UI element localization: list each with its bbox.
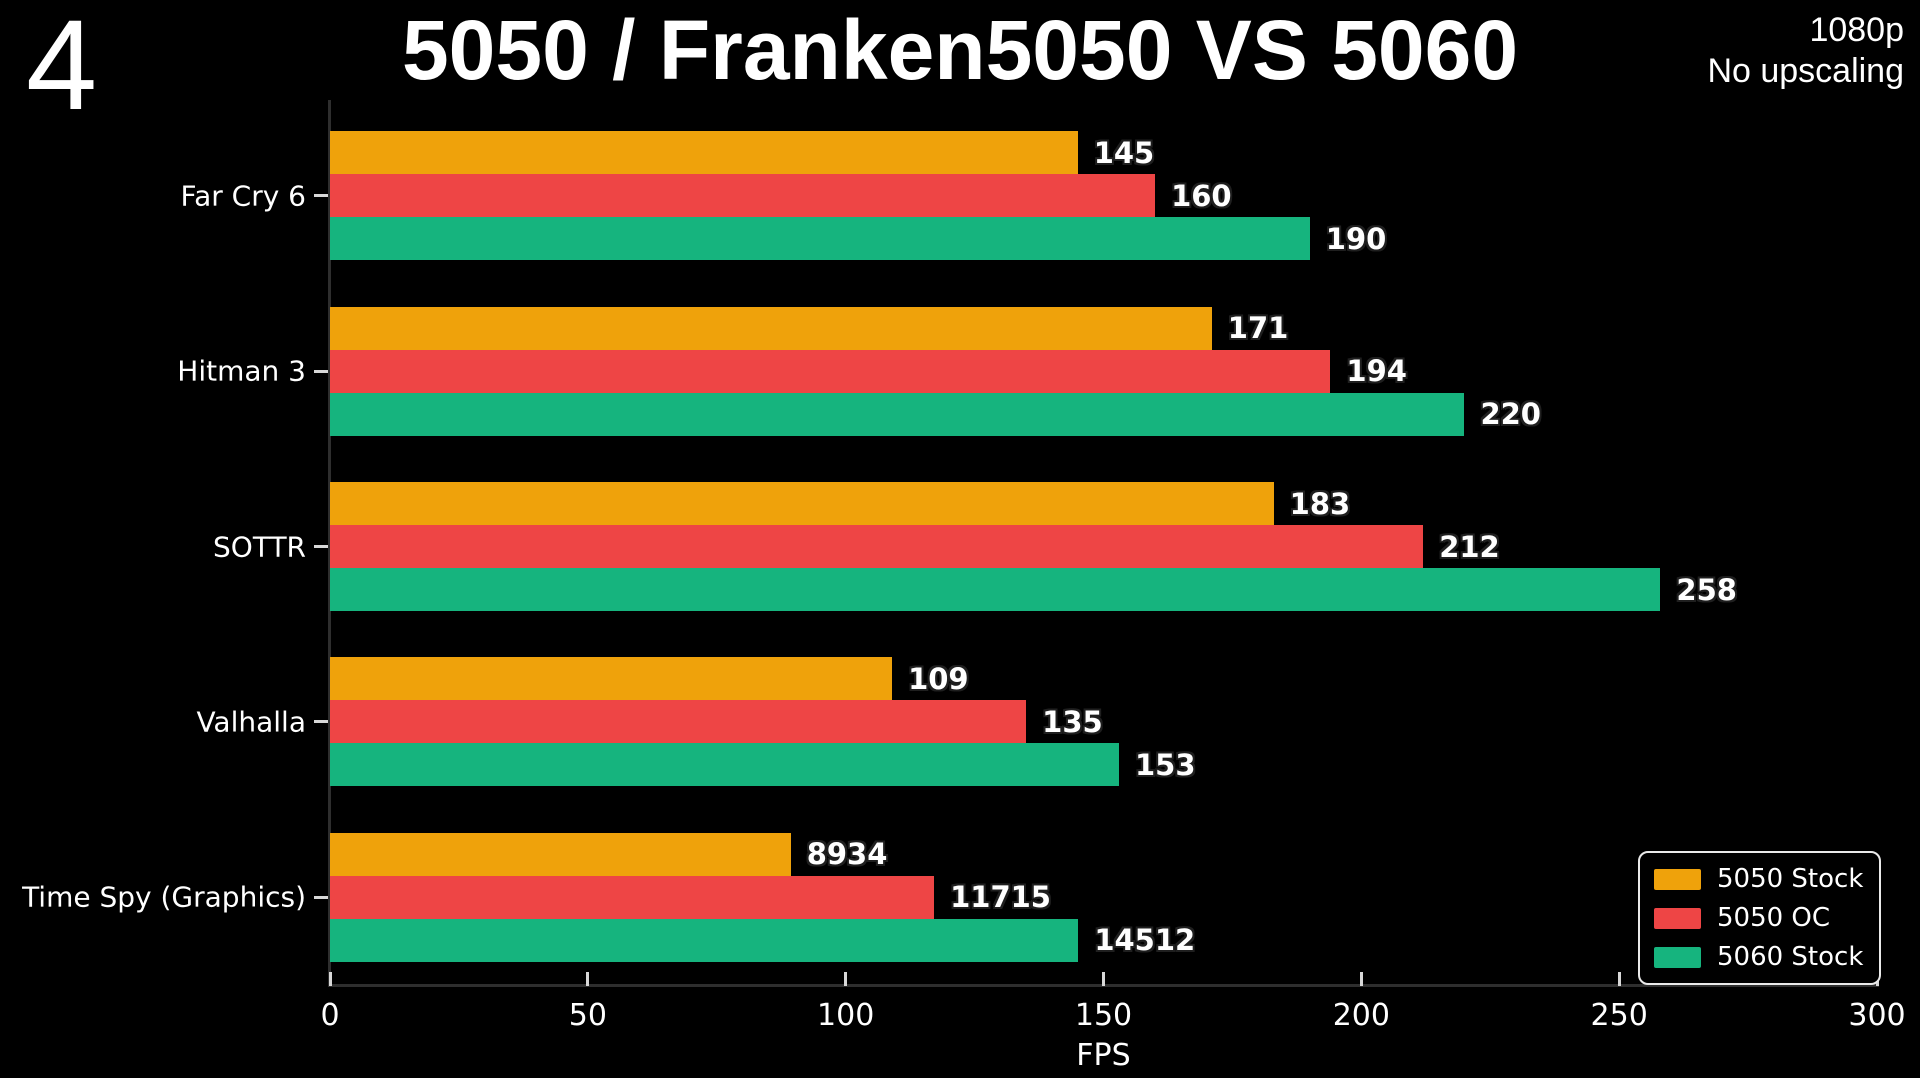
bar-value-label: 11715 (950, 880, 1051, 915)
bar-value-label: 212 (1439, 529, 1500, 564)
category-label: Valhalla (196, 705, 306, 739)
data-bar (330, 131, 1078, 175)
bar-value-label: 145 (1093, 135, 1155, 170)
x-tick-label: 150 (1074, 998, 1133, 1033)
y-tick-mark (314, 895, 328, 899)
bar-group: 171 194 220 (330, 306, 1877, 436)
data-bar (330, 392, 1465, 436)
y-tick-mark (314, 720, 328, 724)
data-bar (330, 349, 1331, 393)
y-axis-spine (328, 100, 331, 987)
data-bar (330, 525, 1424, 568)
resolution-note: 1080p No upscaling (1707, 10, 1904, 93)
category-label: Far Cry 6 (180, 179, 306, 213)
bar-group: 145 160 190 (330, 131, 1877, 261)
data-bar (330, 918, 1079, 962)
data-bar (330, 306, 1212, 350)
x-tick-label: 100 (817, 998, 875, 1033)
x-tick-label: 250 (1590, 998, 1648, 1033)
bar-value-label: 171 (1227, 311, 1289, 346)
data-bar (330, 568, 1661, 611)
resolution-note-line2: No upscaling (1707, 52, 1904, 91)
bar-group: 109 135 153 (330, 657, 1877, 787)
legend-entry: 5050 Stock (1654, 864, 1863, 894)
data-bar (330, 832, 791, 876)
bar-value-label: 190 (1325, 221, 1387, 256)
x-tick-mark (1102, 972, 1105, 986)
y-tick-mark (314, 369, 328, 373)
data-bar (330, 700, 1027, 744)
x-tick-label: 0 (320, 998, 340, 1033)
bar-value-label: 135 (1042, 704, 1103, 739)
slide-number: 4 (26, 0, 98, 137)
legend-entry: 5060 Stock (1654, 942, 1863, 972)
data-bar (330, 743, 1119, 787)
resolution-note-line1: 1080p (1809, 11, 1904, 49)
category-label: Time Spy (Graphics) (22, 880, 306, 914)
legend-label: 5050 OC (1717, 903, 1831, 933)
x-tick-mark (328, 972, 332, 986)
category-label: SOTTR (213, 530, 306, 563)
x-tick-label: 300 (1848, 998, 1906, 1033)
data-bar (330, 875, 935, 919)
legend-label: 5050 Stock (1717, 864, 1864, 894)
legend-swatch (1654, 946, 1701, 968)
bar-value-label: 14512 (1094, 923, 1196, 958)
legend-label: 5060 Stock (1717, 942, 1864, 972)
bar-value-label: 8934 (806, 837, 888, 872)
x-tick-mark (586, 972, 590, 986)
bar-value-label: 258 (1676, 572, 1737, 607)
chart-title: 5050 / Franken5050 VS 5060 (401, 3, 1519, 97)
category-label: Hitman 3 (177, 354, 306, 388)
x-tick-mark (1617, 972, 1621, 986)
legend: 5050 Stock 5050 OC 5060 Stock (1638, 851, 1882, 985)
x-tick-label: 200 (1332, 998, 1390, 1033)
legend-entry: 5050 OC (1654, 903, 1863, 933)
bar-group: 8934 11715 14512 (330, 832, 1877, 962)
data-bar (330, 174, 1156, 218)
bar-value-label: 194 (1346, 354, 1407, 389)
bar-value-label: 183 (1289, 486, 1351, 521)
y-tick-mark (314, 194, 328, 198)
x-tick-mark (844, 972, 848, 986)
y-tick-mark (314, 545, 328, 548)
data-bar (330, 217, 1310, 261)
bar-value-label: 109 (908, 661, 969, 696)
legend-swatch (1654, 868, 1701, 890)
legend-swatch (1654, 907, 1701, 929)
bar-value-label: 160 (1171, 178, 1232, 213)
x-tick-label: 50 (568, 998, 607, 1033)
data-bar (330, 482, 1274, 525)
bar-value-label: 220 (1480, 397, 1541, 432)
bar-group: 183 212 258 (330, 482, 1877, 611)
bar-value-label: 153 (1134, 747, 1196, 782)
data-bar (330, 657, 893, 701)
x-tick-mark (1359, 972, 1363, 986)
x-axis-title: FPS (1076, 1038, 1131, 1073)
